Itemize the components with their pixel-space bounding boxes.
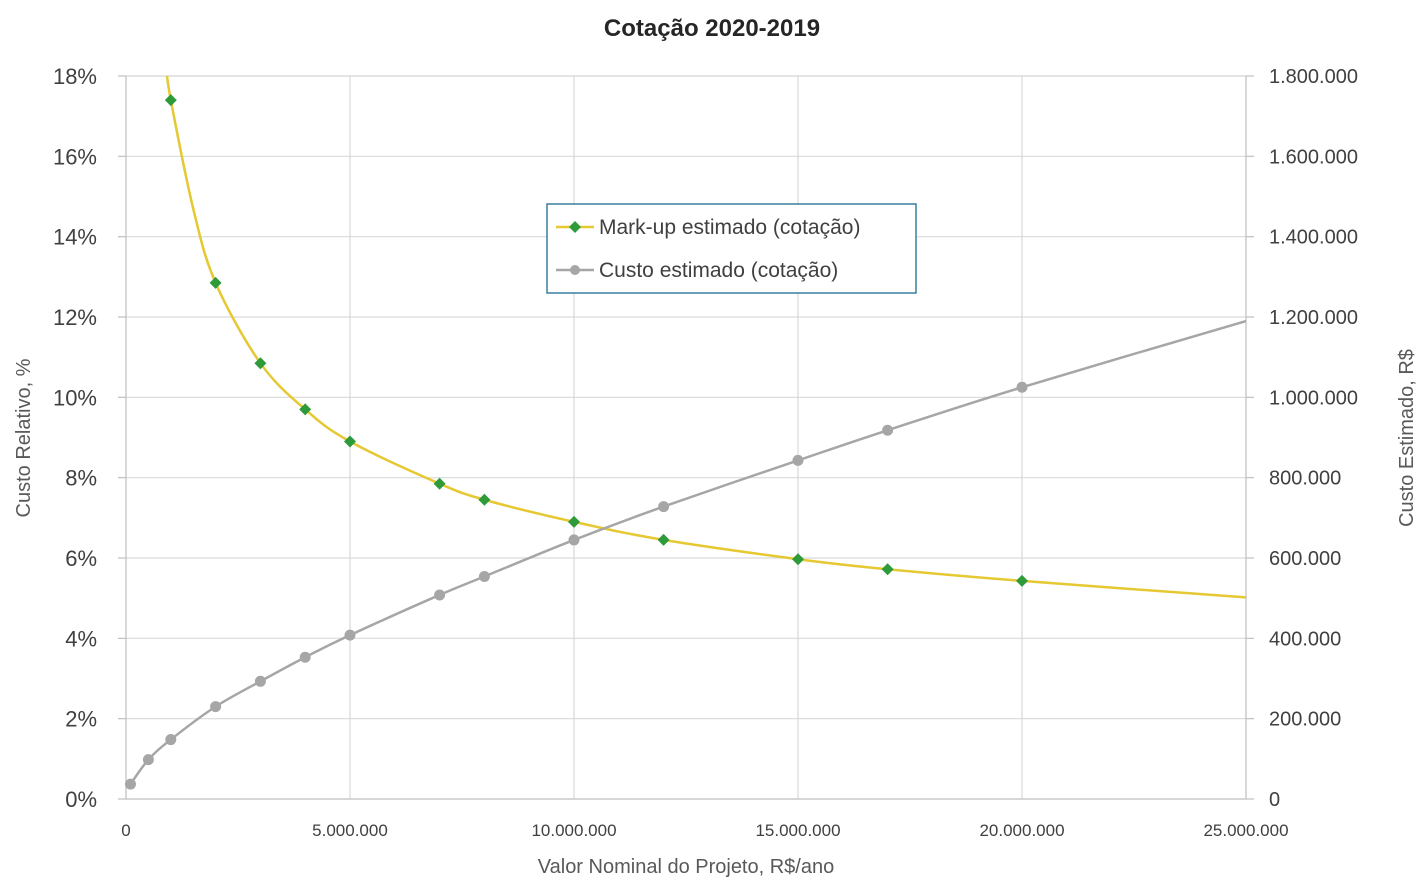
markup-data-point xyxy=(344,435,356,448)
legend: Mark-up estimado (cotação) Custo estimad… xyxy=(546,203,917,294)
y-left-tick-label: 12% xyxy=(53,305,97,330)
custo-data-point xyxy=(210,701,222,713)
axes xyxy=(118,75,1254,800)
series-layer xyxy=(129,76,1246,785)
y-right-tick-label: 1.200.000 xyxy=(1269,307,1358,329)
markup-data-point xyxy=(792,553,804,566)
y-left-tick-label: 6% xyxy=(65,546,97,571)
custo-data-point xyxy=(658,501,670,513)
markup-data-point xyxy=(254,357,267,370)
y-right-tick-label: 1.800.000 xyxy=(1269,66,1358,88)
x-tick-label: 5.000.000 xyxy=(312,821,388,840)
y-left-tick-label: 16% xyxy=(53,144,97,169)
y-right-tick-label: 1.600.000 xyxy=(1269,146,1358,168)
legend-marker-markup xyxy=(569,221,581,233)
y-left-tick-label: 14% xyxy=(53,225,97,250)
y-right-tick-label: 400.000 xyxy=(1269,628,1341,650)
legend-marker-custo xyxy=(570,265,580,275)
y-left-tick-label: 0% xyxy=(65,787,97,812)
custo-data-point xyxy=(142,754,154,766)
legend-label-custo: Custo estimado (cotação) xyxy=(599,259,838,282)
custo-data-point xyxy=(254,675,266,687)
markup-data-point xyxy=(657,533,670,546)
y-right-tick-label: 800.000 xyxy=(1269,468,1341,490)
markup-data-point xyxy=(1016,574,1028,587)
y-right-tick-label: 1.000.000 xyxy=(1269,387,1358,409)
marker-layer xyxy=(124,94,1028,790)
x-tick-label: 0 xyxy=(121,821,130,840)
markup-data-point xyxy=(568,515,580,528)
tick-labels: 0% 2% 4% 6% 8% 10% 12% 14% 16% 18% 0 200.000 400.000… xyxy=(53,64,1358,840)
legend-label-markup: Mark-up estimado (cotação) xyxy=(599,216,860,239)
legend-box xyxy=(546,203,917,294)
y-left-tick-label: 2% xyxy=(65,707,97,732)
y-left-tick-label: 10% xyxy=(53,385,97,410)
custo-data-point xyxy=(882,424,894,436)
y-left-tick-label: 8% xyxy=(65,466,97,491)
y-left-tick-label: 4% xyxy=(65,626,97,651)
y-right-tick-label: 1.400.000 xyxy=(1269,227,1358,249)
series-line-markup xyxy=(165,76,1246,599)
custo-data-point xyxy=(434,589,446,601)
x-tick-label: 25.000.000 xyxy=(1203,821,1288,840)
y-right-tick-label: 600.000 xyxy=(1269,548,1341,570)
series-line-custo xyxy=(129,319,1246,785)
x-axis-label: Valor Nominal do Projeto, R$/ano xyxy=(538,856,834,878)
custo-data-point xyxy=(299,651,311,663)
y-axis-right-label: Custo Estimado, R$ xyxy=(1396,349,1417,527)
x-tick-label: 10.000.000 xyxy=(531,821,616,840)
custo-data-point xyxy=(124,778,136,790)
y-axis-left-label: Custo Relativo, % xyxy=(13,358,35,517)
markup-data-point xyxy=(164,94,177,107)
custo-data-point xyxy=(792,454,804,466)
markup-data-point xyxy=(299,403,312,416)
y-left-tick-label: 18% xyxy=(53,64,97,89)
markup-data-point xyxy=(881,563,894,576)
y-right-tick-label: 200.000 xyxy=(1269,709,1341,731)
custo-data-point xyxy=(1016,381,1028,393)
x-tick-label: 20.000.000 xyxy=(979,821,1064,840)
chart-title: Cotação 2020-2019 xyxy=(604,15,820,42)
grid-lines xyxy=(126,75,1246,799)
custo-data-point xyxy=(478,570,490,582)
markup-data-point xyxy=(478,493,491,506)
markup-data-point xyxy=(433,477,446,490)
custo-data-point xyxy=(568,534,580,546)
custo-data-point xyxy=(165,734,177,746)
y-right-tick-label: 0 xyxy=(1269,789,1280,811)
custo-data-point xyxy=(344,629,356,641)
x-tick-label: 15.000.000 xyxy=(755,821,840,840)
markup-data-point xyxy=(209,276,222,289)
